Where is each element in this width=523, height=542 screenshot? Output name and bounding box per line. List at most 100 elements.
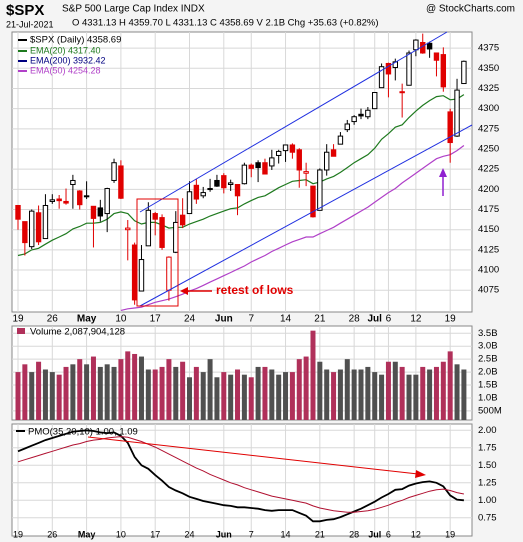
candle-body bbox=[344, 123, 350, 131]
x-tick-label: 12 bbox=[410, 314, 422, 325]
x-tick-label: 19 bbox=[445, 529, 455, 539]
volume-bar bbox=[228, 374, 234, 420]
volume-bar bbox=[104, 364, 110, 420]
y-tick-label: 2.5B bbox=[478, 354, 498, 365]
x-tick-label: 21 bbox=[315, 529, 325, 539]
candle-body bbox=[22, 221, 28, 244]
candle-body bbox=[97, 207, 104, 217]
candle-body bbox=[255, 162, 261, 169]
candle-body bbox=[385, 62, 392, 75]
candle-body bbox=[125, 227, 131, 231]
volume-bar bbox=[49, 372, 55, 420]
volume-bar bbox=[221, 372, 227, 420]
candle-body bbox=[372, 92, 378, 110]
candle-body bbox=[200, 192, 206, 197]
y-tick-label: 1.50 bbox=[478, 460, 497, 471]
y-tick-label: 3.5B bbox=[478, 328, 498, 339]
x-tick-label: Jul bbox=[368, 529, 381, 539]
symbol: $SPX bbox=[6, 2, 44, 19]
annotation: retest of lows bbox=[216, 283, 294, 297]
x-tick-label: Jun bbox=[216, 529, 232, 539]
credit: @ StockCharts.com bbox=[426, 4, 515, 15]
volume-bar bbox=[317, 361, 323, 420]
candle-body bbox=[90, 205, 97, 219]
legend-label: EMA(50) 4254.28 bbox=[30, 65, 101, 75]
x-tick-label: 17 bbox=[150, 314, 162, 325]
pmo-panel bbox=[11, 423, 473, 537]
security-name: S&P 500 Large Cap Index INDX bbox=[62, 4, 205, 15]
volume-bar bbox=[379, 374, 385, 420]
y-tick-label: 3.0B bbox=[478, 341, 498, 352]
candle-body bbox=[173, 221, 179, 253]
candle-body bbox=[248, 164, 254, 169]
y-tick-label: 1.5B bbox=[478, 380, 498, 391]
volume-bar bbox=[392, 361, 398, 420]
candle-body bbox=[193, 184, 200, 200]
arrow-head bbox=[415, 470, 426, 478]
volume-bar bbox=[200, 372, 206, 420]
lower-channel-line bbox=[139, 124, 473, 307]
volume-bar bbox=[324, 369, 330, 420]
volume-bar bbox=[454, 364, 460, 420]
volume-bar bbox=[159, 366, 165, 420]
x-tick-label: 21 bbox=[314, 314, 326, 325]
candle-body bbox=[358, 113, 364, 117]
volume-bar bbox=[29, 372, 35, 420]
volume-bar bbox=[461, 369, 467, 420]
volume-bar bbox=[70, 364, 76, 420]
candle-body bbox=[63, 200, 69, 204]
candle-body bbox=[420, 41, 426, 54]
candle-body bbox=[275, 150, 282, 156]
volume-bar bbox=[303, 356, 309, 420]
y-tick-label: 4175 bbox=[478, 204, 499, 215]
candle-body bbox=[426, 42, 433, 50]
y-tick-label: 4100 bbox=[478, 265, 499, 276]
x-tick-label: 10 bbox=[115, 314, 127, 325]
panel-title: PMO(35,20,10) 1.00, 1.09 bbox=[28, 427, 138, 438]
y-tick-label: 1.75 bbox=[478, 442, 497, 453]
quote: O 4331.13 H 4359.70 L 4331.13 C 4358.69 … bbox=[72, 18, 379, 29]
volume-bar bbox=[289, 372, 295, 420]
candle-body bbox=[461, 60, 467, 85]
volume-bar bbox=[372, 372, 378, 420]
legend-title: $SPX (Daily) 4358.69 bbox=[30, 35, 121, 46]
volume-bar bbox=[283, 372, 289, 420]
candle-body bbox=[159, 217, 165, 248]
volume-bar bbox=[433, 366, 439, 420]
arrow-head bbox=[180, 287, 188, 295]
candle-body bbox=[303, 171, 309, 174]
candle-body bbox=[433, 52, 440, 61]
volume-bar bbox=[132, 353, 138, 420]
candle-body bbox=[262, 162, 268, 175]
volume-bar bbox=[447, 351, 453, 420]
panel-title: Volume 2,087,904,128 bbox=[30, 327, 125, 338]
legend-label: EMA(200) 3932.42 bbox=[30, 55, 106, 65]
volume-bar bbox=[296, 359, 302, 420]
y-tick-label: 2.00 bbox=[478, 425, 497, 436]
volume-bar bbox=[235, 369, 241, 420]
candle-body bbox=[56, 198, 62, 202]
volume-bar bbox=[97, 366, 103, 420]
volume-bar bbox=[22, 364, 28, 420]
candle-body bbox=[296, 149, 302, 171]
y-tick-label: 4275 bbox=[478, 123, 499, 134]
arrow-head bbox=[439, 168, 447, 177]
volume-bar bbox=[56, 374, 62, 420]
y-tick-label: 1.00 bbox=[478, 495, 497, 506]
line-series bbox=[17, 94, 465, 257]
y-tick-label: 4150 bbox=[478, 224, 499, 235]
date: 21-Jul-2021 bbox=[6, 19, 54, 29]
x-tick-label: 24 bbox=[184, 529, 194, 539]
volume-bar bbox=[358, 369, 364, 420]
candle-body bbox=[111, 162, 117, 181]
candle-body bbox=[70, 179, 76, 186]
volume-bar bbox=[145, 369, 151, 420]
x-tick-label: 26 bbox=[47, 314, 59, 325]
volume-bar bbox=[90, 356, 96, 420]
candle-body bbox=[138, 259, 145, 292]
volume-bar bbox=[413, 374, 419, 420]
y-tick-label: 4325 bbox=[478, 83, 499, 94]
volume-bar bbox=[111, 366, 117, 420]
volume-bar bbox=[214, 377, 220, 420]
